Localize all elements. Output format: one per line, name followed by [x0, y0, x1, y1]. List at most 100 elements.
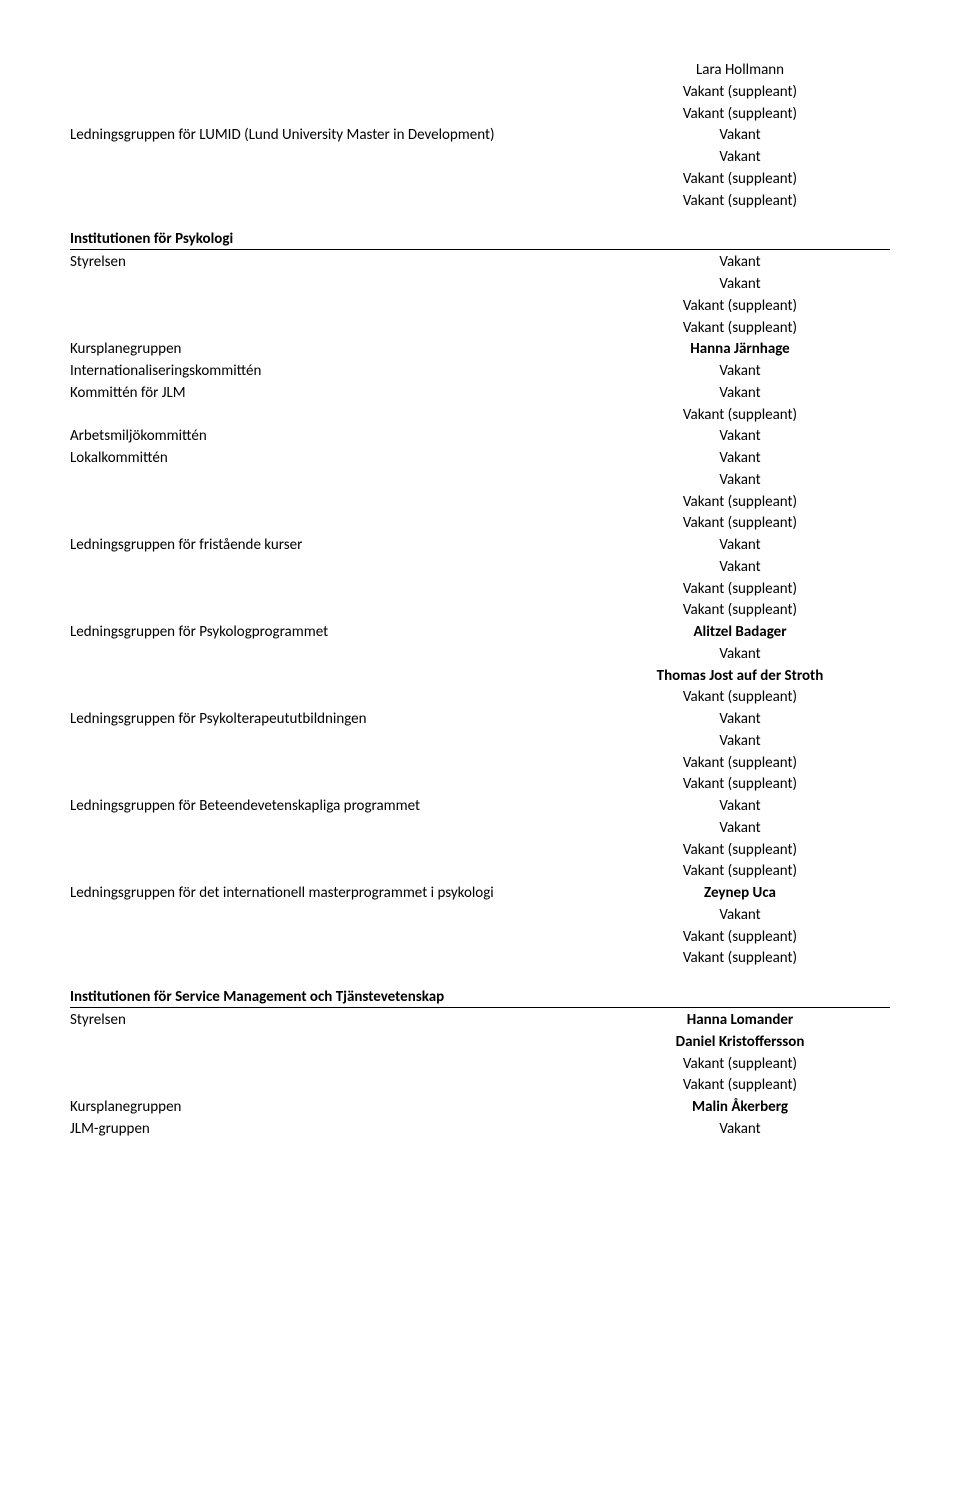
row-value: Vakant (suppleant) [590, 169, 890, 191]
row-value: Vakant (suppleant) [590, 948, 890, 970]
section-header: Institutionen för Psykologi [70, 230, 890, 250]
row-value: Vakant [590, 731, 890, 753]
row-label: Ledningsgruppen för fristående kurser [70, 535, 590, 557]
row-value: Lara Hollmann [590, 60, 890, 82]
row-value: Vakant (suppleant) [590, 753, 890, 775]
content-row: Vakant (suppleant) [70, 579, 890, 601]
row-label: Lokalkommittén [70, 448, 590, 470]
row-value: Vakant [590, 426, 890, 448]
row-label: Styrelsen [70, 1010, 590, 1032]
row-value: Vakant [590, 535, 890, 557]
row-value: Vakant (suppleant) [590, 861, 890, 883]
row-value: Vakant [590, 274, 890, 296]
row-value: Vakant (suppleant) [590, 687, 890, 709]
content-row: LokalkommitténVakant [70, 448, 890, 470]
row-value: Vakant (suppleant) [590, 492, 890, 514]
content-row: Vakant [70, 274, 890, 296]
row-label: Ledningsgruppen för Psykologprogrammet [70, 622, 590, 644]
content-row: Vakant (suppleant) [70, 1054, 890, 1076]
row-value: Vakant [590, 905, 890, 927]
content-row: Vakant (suppleant) [70, 948, 890, 970]
row-value: Vakant (suppleant) [590, 513, 890, 535]
row-label: Kursplanegruppen [70, 1097, 590, 1119]
content-row: Vakant (suppleant) [70, 927, 890, 949]
content-row: Kommittén för JLMVakant [70, 383, 890, 405]
content-row: StyrelsenHanna Lomander [70, 1010, 890, 1032]
content-row: Vakant [70, 470, 890, 492]
row-label: Kursplanegruppen [70, 339, 590, 361]
row-label: Styrelsen [70, 252, 590, 274]
content-row: Vakant (suppleant) [70, 82, 890, 104]
row-value: Zeynep Uca [590, 883, 890, 905]
row-value: Vakant (suppleant) [590, 774, 890, 796]
row-value: Thomas Jost auf der Stroth [590, 666, 890, 688]
content-row: JLM-gruppenVakant [70, 1119, 890, 1141]
row-value: Hanna Järnhage [590, 339, 890, 361]
content-row: Vakant [70, 557, 890, 579]
row-value: Vakant [590, 383, 890, 405]
content-row: KursplanegruppenMalin Åkerberg [70, 1097, 890, 1119]
content-row: Ledningsgruppen för Beteendevetenskaplig… [70, 796, 890, 818]
row-value: Vakant (suppleant) [590, 840, 890, 862]
content-row: Vakant (suppleant) [70, 774, 890, 796]
content-row: Vakant [70, 731, 890, 753]
row-value: Vakant (suppleant) [590, 191, 890, 213]
content-row: Vakant (suppleant) [70, 318, 890, 340]
row-value: Vakant [590, 252, 890, 274]
content-row: Vakant (suppleant) [70, 753, 890, 775]
content-row: Vakant (suppleant) [70, 840, 890, 862]
content-row: Daniel Kristoffersson [70, 1032, 890, 1054]
row-label: Ledningsgruppen för LUMID (Lund Universi… [70, 125, 590, 147]
row-value: Vakant [590, 448, 890, 470]
content-row: Vakant (suppleant) [70, 191, 890, 213]
content-row: Vakant [70, 644, 890, 666]
content-row: StyrelsenVakant [70, 252, 890, 274]
row-label: Internationaliseringskommittén [70, 361, 590, 383]
row-value: Alitzel Badager [590, 622, 890, 644]
row-value: Vakant (suppleant) [590, 1054, 890, 1076]
row-label: JLM-gruppen [70, 1119, 590, 1141]
row-label: Kommittén för JLM [70, 383, 590, 405]
row-value: Vakant [590, 470, 890, 492]
content-row: Vakant (suppleant) [70, 513, 890, 535]
content-row: KursplanegruppenHanna Järnhage [70, 339, 890, 361]
content-row: Vakant (suppleant) [70, 1075, 890, 1097]
row-value: Vakant (suppleant) [590, 82, 890, 104]
content-row: Vakant [70, 818, 890, 840]
row-value: Hanna Lomander [590, 1010, 890, 1032]
content-row: InternationaliseringskommitténVakant [70, 361, 890, 383]
content-row: Ledningsgruppen för Psykolterapeututbild… [70, 709, 890, 731]
content-row: Vakant [70, 905, 890, 927]
section-header: Institutionen för Service Management och… [70, 988, 890, 1008]
content-row: Lara Hollmann [70, 60, 890, 82]
content-row: Vakant (suppleant) [70, 104, 890, 126]
row-value: Vakant [590, 709, 890, 731]
row-value: Vakant (suppleant) [590, 927, 890, 949]
content-row: Vakant (suppleant) [70, 405, 890, 427]
content-row: Vakant (suppleant) [70, 169, 890, 191]
content-row: Vakant (suppleant) [70, 861, 890, 883]
row-value: Vakant (suppleant) [590, 104, 890, 126]
row-value: Vakant [590, 796, 890, 818]
row-value: Vakant (suppleant) [590, 318, 890, 340]
row-value: Vakant (suppleant) [590, 405, 890, 427]
row-value: Malin Åkerberg [590, 1097, 890, 1119]
content-row: Vakant [70, 147, 890, 169]
row-value: Vakant [590, 557, 890, 579]
row-value: Vakant (suppleant) [590, 296, 890, 318]
row-value: Vakant [590, 147, 890, 169]
row-value: Vakant [590, 1119, 890, 1141]
content-row: ArbetsmiljökommitténVakant [70, 426, 890, 448]
row-value: Daniel Kristoffersson [590, 1032, 890, 1054]
row-value: Vakant (suppleant) [590, 579, 890, 601]
content-row: Ledningsgruppen för PsykologprogrammetAl… [70, 622, 890, 644]
row-value: Vakant [590, 361, 890, 383]
content-row: Vakant (suppleant) [70, 296, 890, 318]
row-value: Vakant [590, 818, 890, 840]
row-label: Ledningsgruppen för det internationell m… [70, 883, 590, 905]
content-row: Vakant (suppleant) [70, 687, 890, 709]
row-label: Arbetsmiljökommittén [70, 426, 590, 448]
row-label: Ledningsgruppen för Beteendevetenskaplig… [70, 796, 590, 818]
row-value: Vakant [590, 125, 890, 147]
row-value: Vakant [590, 644, 890, 666]
